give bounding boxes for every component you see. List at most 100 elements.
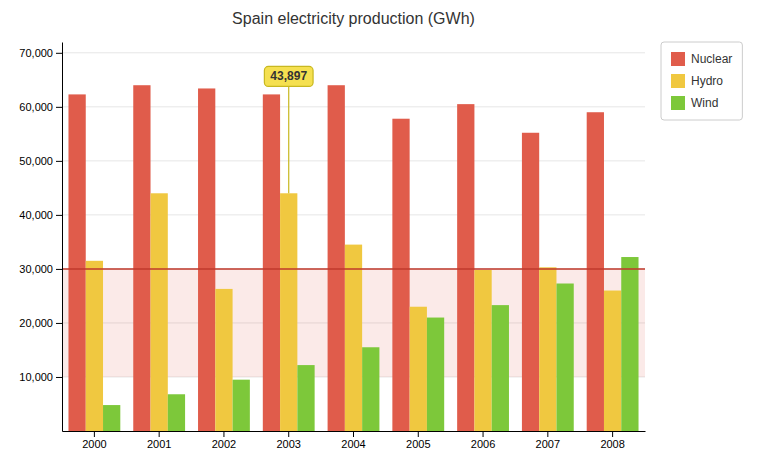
tick-mark [94, 431, 95, 437]
tick-label: 20,000 [19, 317, 53, 329]
legend-swatch [671, 74, 685, 88]
legend-swatch [671, 52, 685, 66]
tick-mark [56, 107, 62, 108]
tick: 2005 [406, 431, 430, 450]
tick-label: 70,000 [19, 47, 53, 59]
bar-series [86, 193, 621, 431]
legend-label: Hydro [691, 74, 723, 88]
bar [233, 380, 250, 431]
legend-label: Wind [691, 96, 718, 110]
bar [215, 289, 232, 431]
reference-line [62, 268, 645, 270]
bar [556, 284, 573, 431]
bar [280, 193, 297, 431]
bar [539, 267, 556, 431]
tick: 70,000 [19, 47, 62, 59]
bar [328, 85, 345, 431]
tick-label: 50,000 [19, 155, 53, 167]
axis-line [62, 43, 63, 432]
tick-mark [353, 431, 354, 437]
tick-mark [56, 215, 62, 216]
legend-item: Nuclear [671, 52, 732, 66]
tick-label: 2000 [82, 438, 106, 450]
tick-label: 2003 [276, 438, 300, 450]
tick-mark [56, 269, 62, 270]
bar [604, 291, 621, 431]
bar [151, 193, 168, 431]
tick: 10,000 [19, 371, 62, 383]
legend: Nuclear Hydro Wind [661, 42, 742, 120]
x-axis: 2000 2001 2002 2003 2004 2005 2006 2007 2008 [63, 431, 646, 450]
tick-mark [418, 431, 419, 437]
legend-label: Nuclear [691, 52, 732, 66]
bar [492, 305, 509, 431]
tick-label: 30,000 [19, 263, 53, 275]
tick-mark [56, 53, 62, 54]
title: Spain electricity production (GWh) [232, 10, 475, 27]
tick: 60,000 [19, 101, 62, 113]
tick-label: 60,000 [19, 101, 53, 113]
bar [133, 85, 150, 431]
tick-mark [56, 323, 62, 324]
bar [68, 94, 85, 431]
bar [297, 365, 314, 431]
plot: 2000 2001 2002 2003 2004 2005 2006 2007 2008 10,0… [19, 43, 645, 450]
grid-line [62, 52, 645, 53]
tick-label: 2005 [406, 438, 430, 450]
tick-mark [56, 161, 62, 162]
tick-mark [288, 431, 289, 437]
tick: 2008 [600, 431, 624, 450]
tick-label: 10,000 [19, 371, 53, 383]
tick: 50,000 [19, 155, 62, 167]
y-axis: 10,000 20,000 30,000 40,000 50,000 60,000 70,0… [19, 43, 62, 432]
bar [392, 119, 409, 431]
bar [263, 94, 280, 431]
tick-label: 2001 [147, 438, 171, 450]
legend-item: Hydro [671, 74, 723, 88]
bar [103, 405, 120, 431]
bar-series [103, 257, 638, 431]
tick-label: 2007 [536, 438, 560, 450]
tick-mark [56, 377, 62, 378]
tick-mark [612, 431, 613, 437]
tick: 2001 [147, 431, 171, 450]
tick: 40,000 [19, 209, 62, 221]
legend-item: Wind [671, 96, 718, 110]
tick: 30,000 [19, 263, 62, 275]
tick: 2003 [276, 431, 300, 450]
tick: 2004 [341, 431, 365, 450]
annotation-box [264, 66, 313, 86]
tick: 20,000 [19, 317, 62, 329]
tick: 2007 [536, 431, 560, 450]
bar [198, 88, 215, 431]
tick-mark [159, 431, 160, 437]
bar [587, 112, 604, 431]
bar [522, 133, 539, 431]
tick-label: 2004 [341, 438, 365, 450]
grid-line [62, 268, 645, 269]
bar [86, 261, 103, 431]
tick: 2000 [82, 431, 106, 450]
bar [427, 318, 444, 431]
bar [410, 307, 427, 431]
bar [457, 104, 474, 431]
bar-series [68, 85, 603, 431]
tick-mark [483, 431, 484, 437]
chart: 2000 2001 2002 2003 2004 2005 2006 2007 2008 10,0… [0, 0, 770, 466]
tick-label: 2002 [212, 438, 236, 450]
tick-label: 40,000 [19, 209, 53, 221]
bar [474, 270, 491, 431]
annotation-connector [288, 86, 289, 193]
annotation-text: 43,897 [270, 69, 307, 83]
bar [168, 394, 185, 431]
legend-frame [661, 42, 742, 120]
legend-swatch [671, 96, 685, 110]
annotation: 43,897 [264, 66, 313, 193]
tick-mark [223, 431, 224, 437]
tick: 2002 [212, 431, 236, 450]
tick: 2006 [471, 431, 495, 450]
marks [62, 85, 645, 431]
bar [362, 347, 379, 431]
tick-label: 2006 [471, 438, 495, 450]
tick-mark [547, 431, 548, 437]
